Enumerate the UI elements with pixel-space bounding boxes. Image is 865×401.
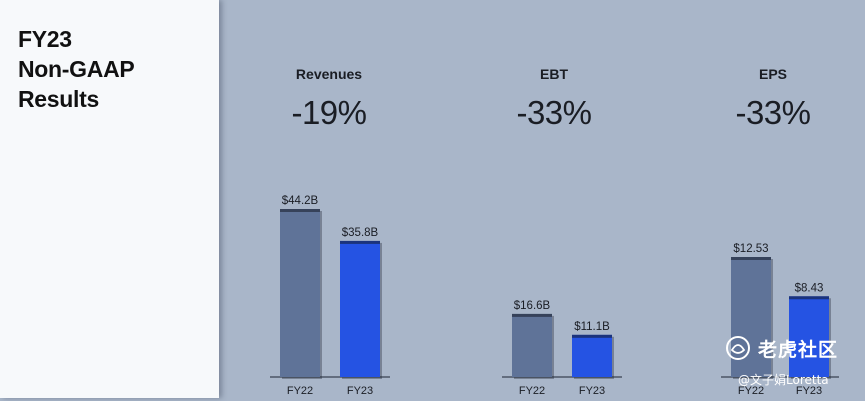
revenues-title: Revenues: [295, 66, 363, 82]
ebt-bar-fy23: [572, 334, 612, 377]
watermark-user: @文子娟Loretta: [738, 373, 829, 387]
eps-bar-fy22: [731, 257, 771, 377]
revenues-category-label-fy22: FY22: [287, 385, 313, 397]
watermark-brand: 老虎社区: [758, 339, 839, 361]
eps-bar-top-edge: [731, 257, 771, 260]
ebt-bar-top-edge: [512, 313, 552, 317]
revenues-bar-top-edge: [280, 209, 320, 212]
watermark: 老虎社区 @文子娟Loretta: [724, 334, 864, 394]
revenues-change: -19%: [291, 94, 367, 131]
revenues-value-label-fy23: $35.8B: [342, 227, 379, 239]
bar-charts: $44.2B FY22 $35.8B FY23 $16.6B FY22 $11.1B FY23…: [270, 195, 839, 397]
page-title: FY23 Non-GAAP Results: [18, 24, 135, 114]
eps-bar-top-edge: [789, 296, 829, 300]
page-title-line-2: Non-GAAP: [18, 56, 135, 82]
sidebar-panel: FY23 Non-GAAP Results: [0, 0, 219, 398]
ebt-category-label-fy22: FY22: [519, 385, 545, 397]
eps-value-label-fy22: $12.53: [733, 243, 768, 255]
eps-category-label-fy23: FY23: [796, 385, 822, 397]
ebt-change: -33%: [516, 94, 592, 131]
page-title-line-1: FY23: [18, 26, 72, 52]
eps-value-label-fy23: $8.43: [795, 282, 824, 294]
eps-bar-fy23: [789, 296, 829, 377]
chart-area: Revenues -19% EBT -33% EPS -33% $44.2B FY…: [220, 0, 865, 401]
revenues-bar-top-edge: [340, 240, 380, 244]
page-title-line-3: Results: [18, 86, 99, 112]
revenues-bar-fy23: [340, 240, 380, 377]
ebt-value-label-fy23: $11.1B: [574, 321, 610, 333]
revenues-value-label-fy22: $44.2B: [282, 195, 319, 207]
revenues-bar-fy22: [280, 209, 320, 377]
ebt-category-label-fy23: FY23: [579, 385, 605, 397]
ebt-value-label-fy22: $16.6B: [514, 300, 551, 312]
tiger-community-logo-icon: [726, 336, 750, 360]
ebt-bar-top-edge: [572, 334, 612, 338]
ebt-title: EBT: [540, 66, 568, 82]
ebt-bar-fy22: [512, 313, 552, 377]
eps-category-label-fy22: FY22: [738, 385, 764, 397]
eps-title: EPS: [758, 66, 787, 82]
eps-change: -33%: [735, 94, 811, 131]
revenues-category-label-fy23: FY23: [347, 385, 373, 397]
